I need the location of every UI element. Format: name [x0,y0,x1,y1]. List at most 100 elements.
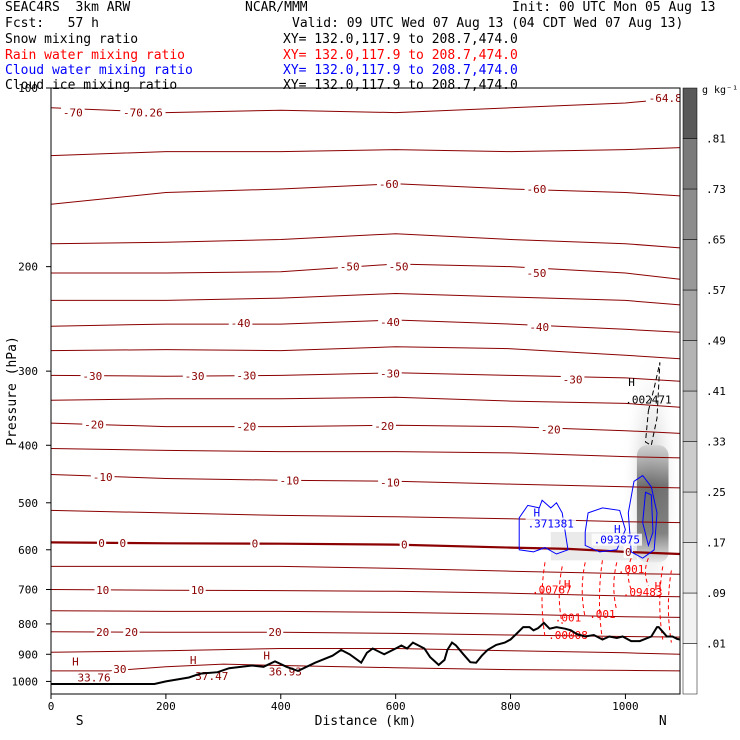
y-tick-label: 1000 [12,675,39,688]
temperature-contour-label: -20 [374,420,394,433]
colorbar-unit: g kg⁻¹ [702,85,738,96]
center-label: NCAR/MMM [245,0,308,15]
fcst-label: Fcst: 57 h [5,16,99,31]
rain-contour-label: .09483 [623,586,663,599]
temperature-contour-label: 0 [98,537,105,550]
temperature-label-bg [182,370,207,383]
temperature-label-bg [123,625,140,638]
temperature-label-bg [623,545,633,558]
temperature-label-bg [118,536,128,549]
temperature-label-bg [399,538,409,551]
temperature-contour-label: -70.26 [123,107,163,120]
temperature-label-bg [524,183,549,196]
rain-contour [598,560,603,640]
y-tick-label: 900 [18,648,38,661]
y-tick-label: 200 [18,261,38,274]
temperature-label-bg [378,476,402,489]
valid-label: Valid: 09 UTC Wed 07 Aug 13 (04 CDT Wed … [292,16,684,31]
temperature-label-bg [378,316,402,329]
temperature-label-bg [538,423,563,436]
cloud-water-label-bg [525,517,576,530]
temperature-contour-label: -30 [236,369,256,382]
temperature-label-bg [386,260,411,273]
cloud-water-contour [518,499,569,555]
temperature-contour-m15 [51,448,680,459]
x-tick-label: 800 [501,700,521,713]
temperature-contour-label: -10 [93,471,113,484]
temperature-contour-label: 30 [113,663,126,676]
temperature-contour-label: 10 [191,584,204,597]
temperature-contour-label: 0 [625,546,632,559]
rain-high-marker: H [564,578,571,591]
temperature-label-bg [96,536,107,549]
temperature-contour-label: 10 [96,584,109,597]
temperature-label-bg [250,537,260,550]
temperature-contour-label: 0 [119,537,126,550]
colorbar-tick-label: .33 [706,436,726,449]
rain-contour [644,558,649,586]
terrain-line [51,621,680,685]
snow-field-label: Snow mixing ratio [5,32,139,47]
temperature-label-bg [560,373,585,386]
colorbar-segment [682,592,698,644]
temperature-contour-label: -20 [236,421,256,434]
temperature-label-bg [234,420,259,433]
temperature-contour-label: -60 [379,178,399,191]
temperature-label-bg [80,370,105,383]
temperature-contour-label: -40 [231,317,251,330]
x-tick-label: 0 [48,700,55,713]
colorbar-segment [682,491,698,543]
colorbar-segment [682,87,698,139]
temperature-contour-m25 [51,396,680,408]
rain-field-xy: XY= 132.0,117.9 to 208.7,474.0 [283,48,518,63]
colorbar-segment [682,340,698,392]
x-end-label-north: N [659,714,667,729]
y-axis-title: Pressure (hPa) [5,336,20,446]
temperature-label-bg [94,583,111,596]
colorbar-segment [682,188,698,240]
temperature-contour-m60 [51,183,680,205]
temperature-label-bg [266,626,284,639]
cloud-ice-contour-label: .002471 [625,394,671,407]
temperature-label-bg [376,177,401,190]
temperature-high-value: 36.93 [269,666,302,679]
temperature-contour-m50 [51,263,680,280]
temperature-contour-label: 20 [96,626,109,639]
cloud-ice-high-marker: H [628,376,635,389]
temperature-label-bg [61,106,85,119]
rain-field-label: Rain water mixing ratio [5,48,186,63]
temperature-contour-m10 [51,474,680,489]
colorbar-tick-label: .49 [706,335,726,348]
colorbar-tick-label: .09 [706,587,726,600]
colorbar-tick-label: .57 [706,284,726,297]
temperature-label-bg [234,369,259,382]
x-tick-label: 600 [386,700,406,713]
temperature-contour-label: 20 [125,626,138,639]
rain-contour-label: .00008 [548,629,588,642]
x-tick-label: 400 [271,700,291,713]
temperature-contour-m55 [51,233,680,249]
temperature-high-marker: H [190,654,197,667]
rain-high-marker: H [655,580,662,593]
temperature-contour-m45 [51,292,680,306]
temperature-contour-label: -20 [84,418,104,431]
temperature-high-value: 33.76 [78,672,111,685]
temperature-contour-label: -30 [380,368,400,381]
temperature-label-bg [372,419,396,432]
temperature-contour-m20 [51,422,680,434]
rain-contour [541,562,546,637]
temperature-label-bg [645,92,680,105]
temperature-label-bg [120,106,166,119]
colorbar-segment [682,390,698,442]
rain-contour-label: .00787 [532,584,572,597]
temperature-contour-10 [51,589,680,598]
temperature-contour-m40 [51,319,680,333]
temperature-high-marker: H [263,650,270,663]
rain-contour [581,562,586,618]
temperature-contour-m70 [51,97,680,114]
cloud-water-contour-label: .093875 [594,534,640,547]
cloud-water-contour [642,491,654,548]
temperature-contour-label: 0 [401,539,408,552]
